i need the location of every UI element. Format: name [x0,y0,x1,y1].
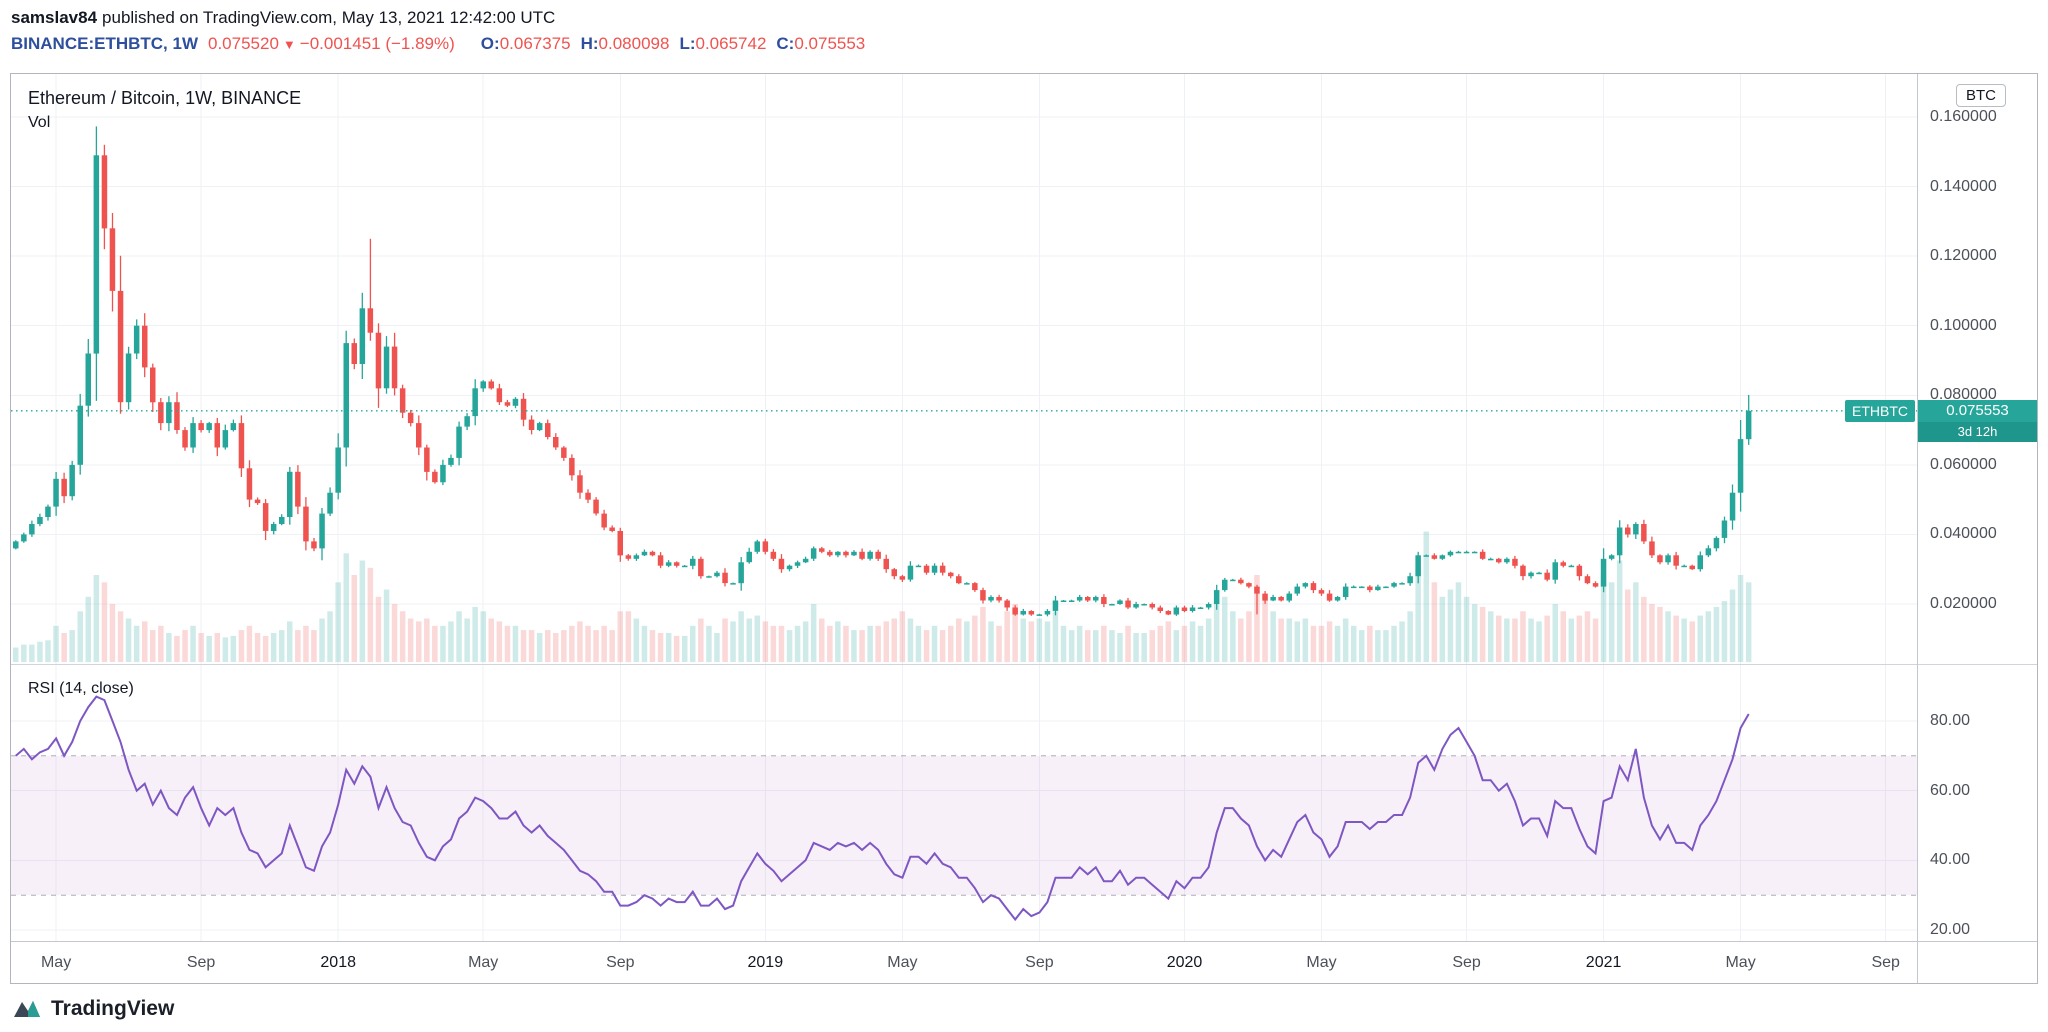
wicks-layer [15,126,1750,617]
tradingview-brand-text: TradingView [51,997,175,1020]
price-change: −0.001451 (−1.89%) [299,34,455,53]
rsi-axis-tick: 80.00 [1930,712,1971,729]
time-axis[interactable]: May Sep 2018 May Sep 2019 May Sep 2020 May Sep 2021… [11,942,1917,983]
time-axis-divider [11,941,2037,942]
rsi-axis-tick: 40.00 [1930,851,1971,869]
price-pane[interactable] [11,74,1917,664]
rsi-axis-tick: 60.00 [1930,781,1971,799]
grid-layer [11,74,1917,664]
currency-badge: BTC [1956,84,2006,107]
price-flag-value: 0.075553 [1918,399,2037,422]
time-axis-label: May [1306,954,1337,971]
chart-title: Ethereum / Bitcoin, 1W, BINANCE [28,88,302,108]
price-axis-tick: 0.040000 [1930,525,1997,543]
tradingview-brand-link[interactable]: TradingView [12,994,174,1024]
price-axis-tick: 0.020000 [1930,595,1997,612]
open-label: O: [480,34,500,53]
volume-layer [13,531,1752,663]
time-axis-label: Sep [1452,954,1481,971]
last-price: 0.075520 [208,34,279,53]
time-axis-label: May [468,954,499,971]
price-axis-tick: 0.160000 [1930,108,1997,125]
username-link[interactable]: samslav84 [11,8,98,27]
high-label: H: [580,34,599,53]
open-value: 0.067375 [499,34,571,53]
volume-indicator-label: Vol [28,114,51,131]
time-axis-label: May [40,954,72,971]
high-value: 0.080098 [598,34,670,53]
time-axis-label: 2018 [320,954,356,971]
price-flag-countdown: 3d 12h [1918,421,2037,442]
tradingview-logo-icon [14,1001,40,1017]
time-axis-label: Sep [186,954,216,971]
time-axis-label: Sep [606,954,635,971]
rsi-indicator-label: RSI (14, close) [28,680,134,697]
snapshot-header: samslav84 published on TradingView.com, M… [11,8,555,28]
symbol-title[interactable]: BINANCE:ETHBTC, 1W [11,34,198,53]
rsi-band [11,755,1917,896]
time-axis-label: 2020 [1166,954,1203,971]
time-axis-label: May [887,954,918,971]
price-axis-tick: 0.100000 [1930,316,1997,334]
pane-divider[interactable] [11,664,2037,665]
symbol-status-line: BINANCE:ETHBTC, 1W 0.075520 ▼ −0.001451 (−1… [11,34,865,54]
price-axis-tick: 0.080000 [1930,386,1997,404]
chart-container: Ethereum / Bitcoin, 1W, BINANCE Vol RSI … [10,73,2038,984]
low-value: 0.065742 [695,34,767,53]
rsi-axis-tick: 20.00 [1930,920,1971,938]
time-axis-label: 2021 [1585,954,1622,971]
close-value: 0.075553 [794,34,866,53]
down-arrow-icon: ▼ [282,37,296,52]
published-text: published on TradingView.com, May 13, 20… [102,8,556,27]
low-label: L: [679,34,696,53]
price-axis-tick: 0.140000 [1930,177,1997,195]
rsi-line [15,695,1750,922]
price-axis[interactable]: BTC 0.160000 0.140000 0.120000 0.100000 0.08… [1917,74,2038,983]
close-label: C: [776,34,795,53]
time-axis-label: 2019 [747,954,784,971]
time-axis-label: Sep [1871,954,1900,971]
price-axis-tick: 0.060000 [1930,455,1997,473]
time-axis-label: Sep [1025,954,1054,971]
price-flag-symbol: ETHBTC [1845,399,1915,422]
time-axis-label: May [1725,954,1756,971]
price-axis-tick: 0.120000 [1930,247,1997,265]
candles-layer [13,155,1752,616]
rsi-pane[interactable] [11,664,1917,942]
